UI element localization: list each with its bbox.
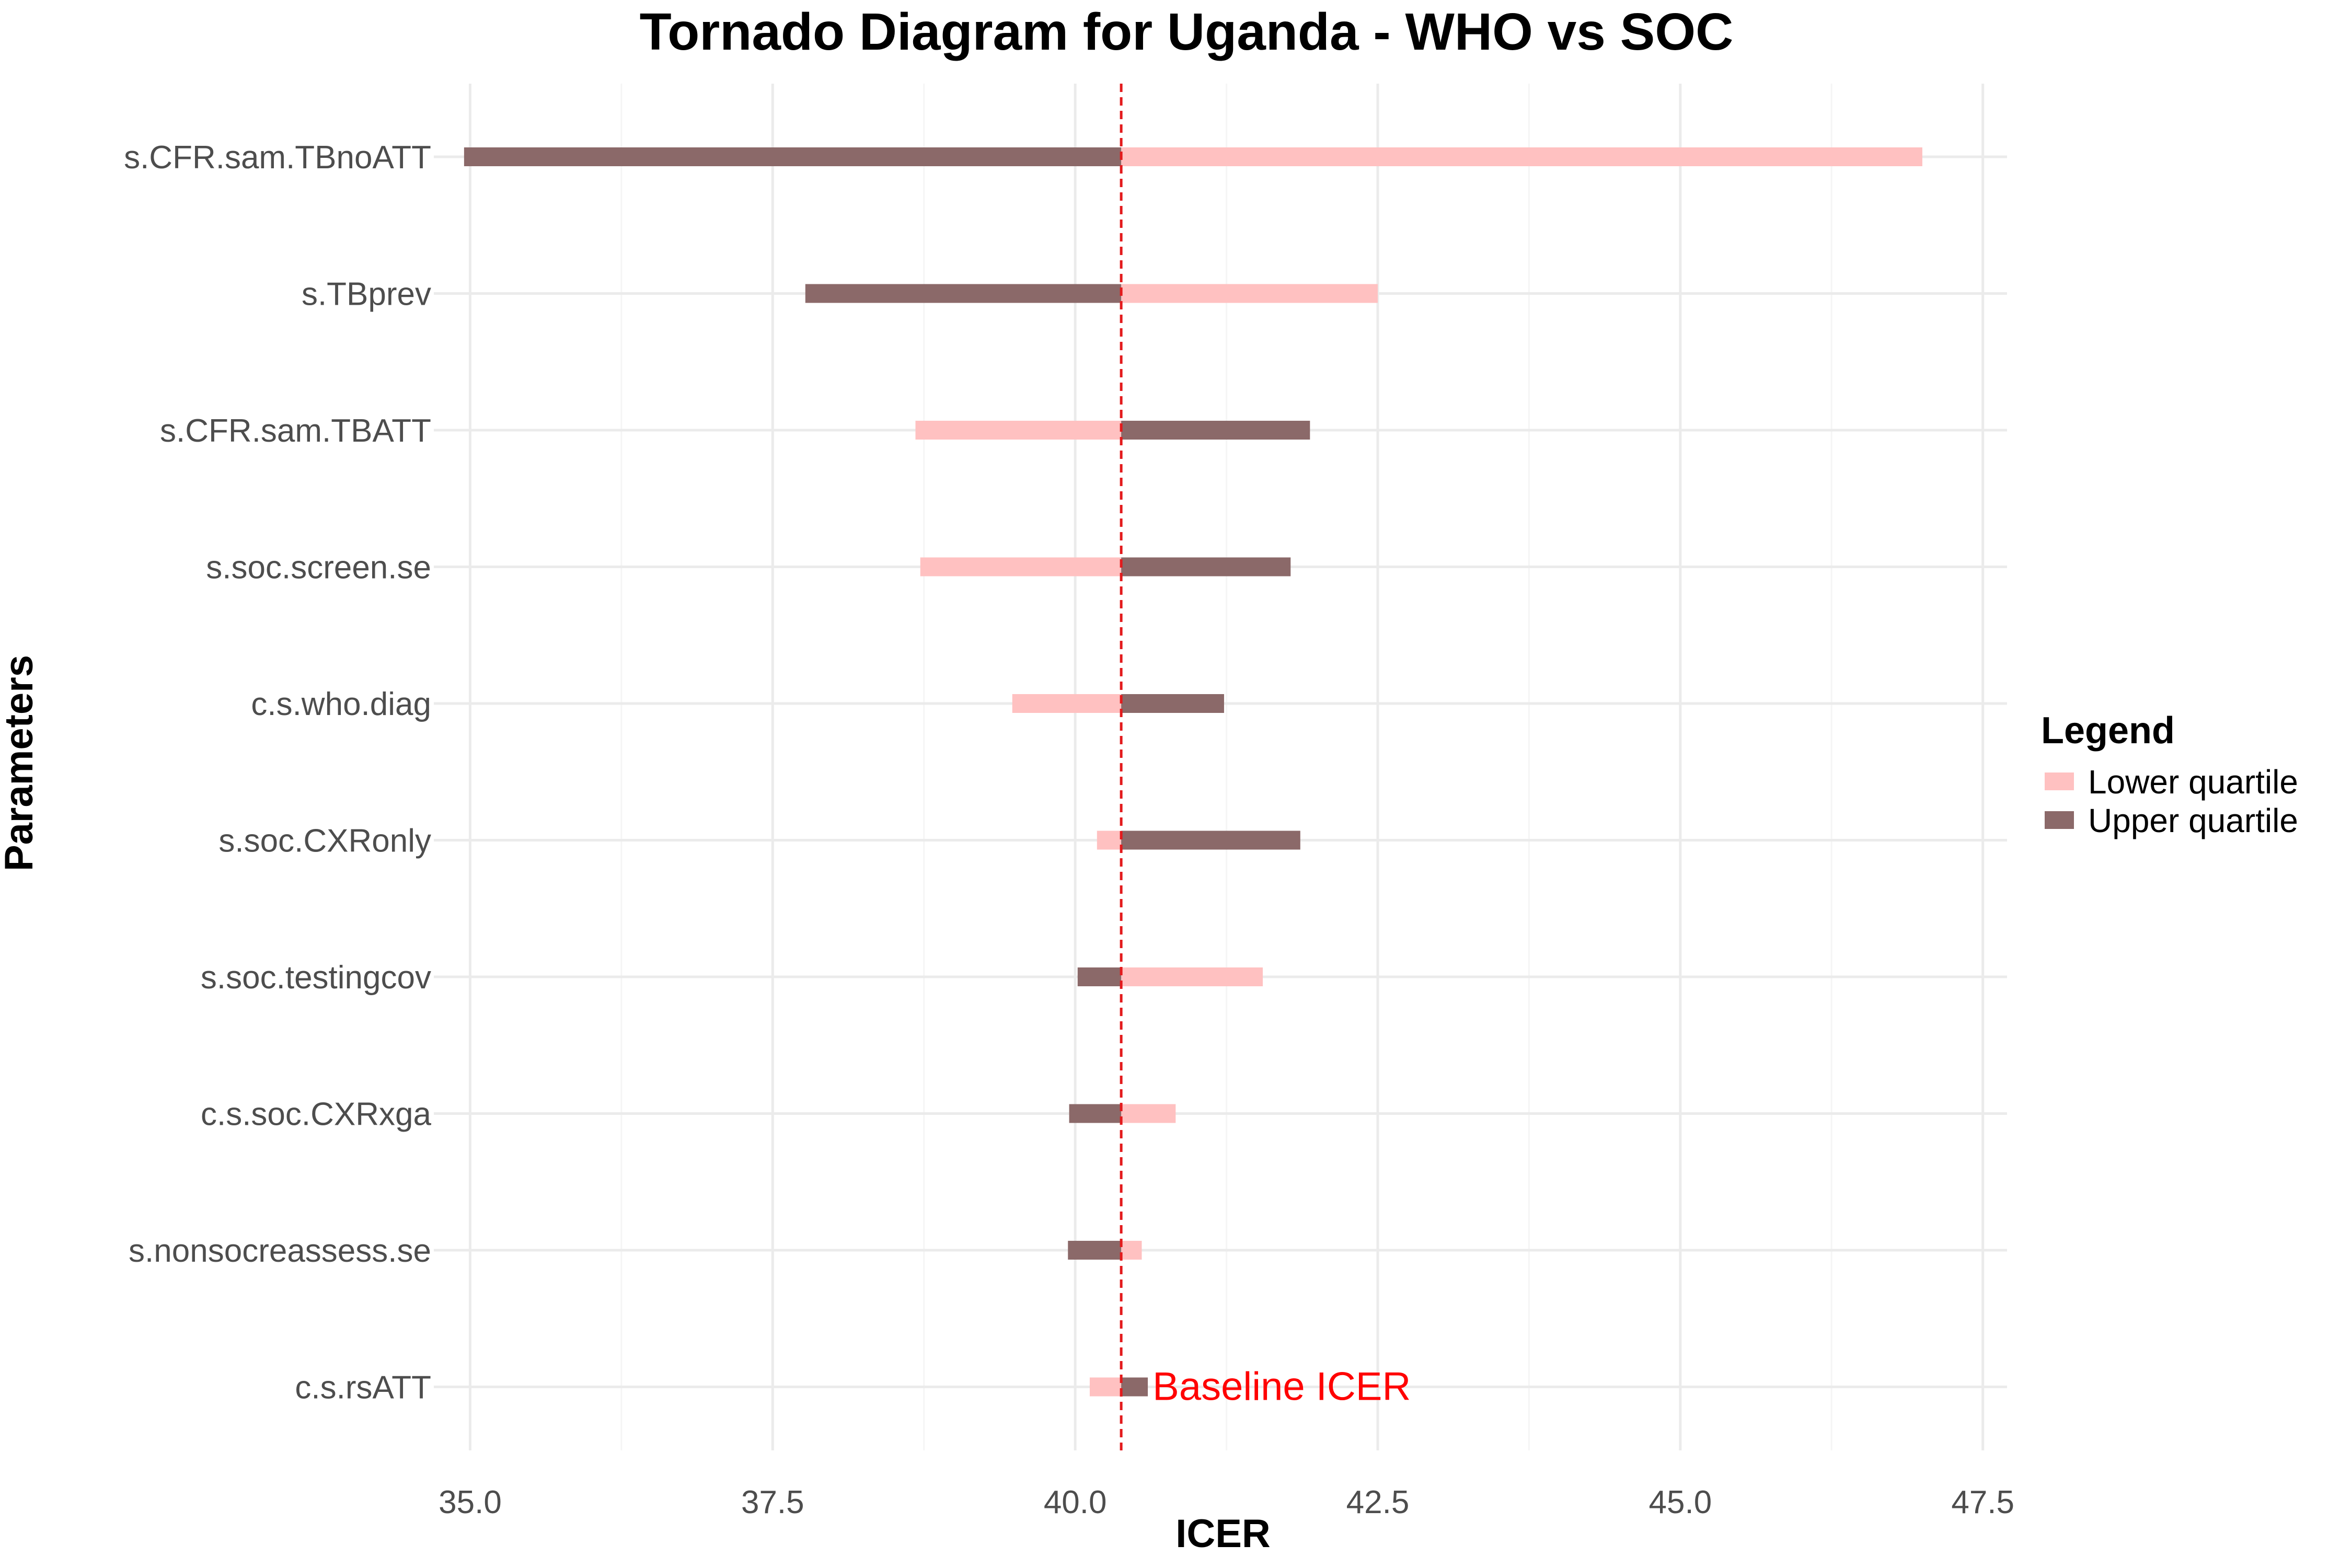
bar-upper-quartile [1121,1377,1148,1397]
baseline-annotation: Baseline ICER [1152,1365,1411,1409]
x-tick-label: 40.0 [1044,1484,1107,1520]
bar-upper-quartile [1121,831,1300,850]
x-tick-labels: 35.0 37.5 40.0 42.5 45.0 47.5 [439,1484,2014,1520]
legend-swatch-lower [2045,773,2074,790]
x-tick-label: 35.0 [439,1484,502,1520]
legend-label-lower: Lower quartile [2088,763,2298,801]
y-axis-title: Parameters [0,655,41,871]
y-tick-label: s.nonsocreassess.se [129,1233,431,1269]
x-tick-label: 47.5 [1951,1484,2014,1520]
bar-lower-quartile [1121,1104,1176,1123]
y-tick-label: c.s.rsATT [295,1370,431,1406]
bar-upper-quartile [1069,1104,1122,1123]
bars [464,147,1922,1397]
bar-lower-quartile [1121,1241,1142,1260]
bar-upper-quartile [805,284,1122,303]
bar-upper-quartile [1121,694,1224,713]
bar-lower-quartile [1121,967,1263,986]
baseline: Baseline ICER [1120,84,1411,1450]
bar-lower-quartile [1012,694,1122,713]
y-tick-label: s.soc.screen.se [206,550,431,586]
legend-label-upper: Upper quartile [2088,802,2298,839]
legend-title: Legend [2041,710,2175,752]
x-axis-title: ICER [1175,1512,1271,1556]
x-tick-label: 37.5 [741,1484,804,1520]
y-tick-labels: s.CFR.sam.TBnoATT s.TBprev s.CFR.sam.TBATT… [124,140,431,1406]
bar-upper-quartile [464,147,1122,166]
chart-title: Tornado Diagram for Uganda - WHO vs SOC [640,3,1734,61]
bar-upper-quartile [1077,967,1122,986]
y-tick-label: s.soc.CXRonly [218,823,431,859]
y-tick-label: s.CFR.sam.TBATT [160,413,431,449]
y-tick-label: c.s.who.diag [251,686,431,722]
bar-upper-quartile [1121,421,1310,440]
bar-lower-quartile [1121,284,1378,303]
legend: Legend Lower quartile Upper quartile [2041,710,2298,839]
y-tick-label: s.soc.testingcov [201,960,431,996]
bar-upper-quartile [1121,557,1291,577]
x-tick-label: 42.5 [1346,1484,1410,1520]
bar-lower-quartile [1097,831,1122,850]
bar-lower-quartile [920,557,1122,577]
bar-lower-quartile [1121,147,1922,166]
bar-upper-quartile [1068,1241,1122,1260]
legend-swatch-upper [2045,811,2074,829]
bar-lower-quartile [1089,1377,1122,1397]
y-tick-label: c.s.soc.CXRxga [201,1097,432,1133]
y-tick-label: s.TBprev [302,276,431,313]
bar-lower-quartile [915,421,1122,440]
y-tick-label: s.CFR.sam.TBnoATT [124,140,431,176]
x-tick-label: 45.0 [1649,1484,1712,1520]
